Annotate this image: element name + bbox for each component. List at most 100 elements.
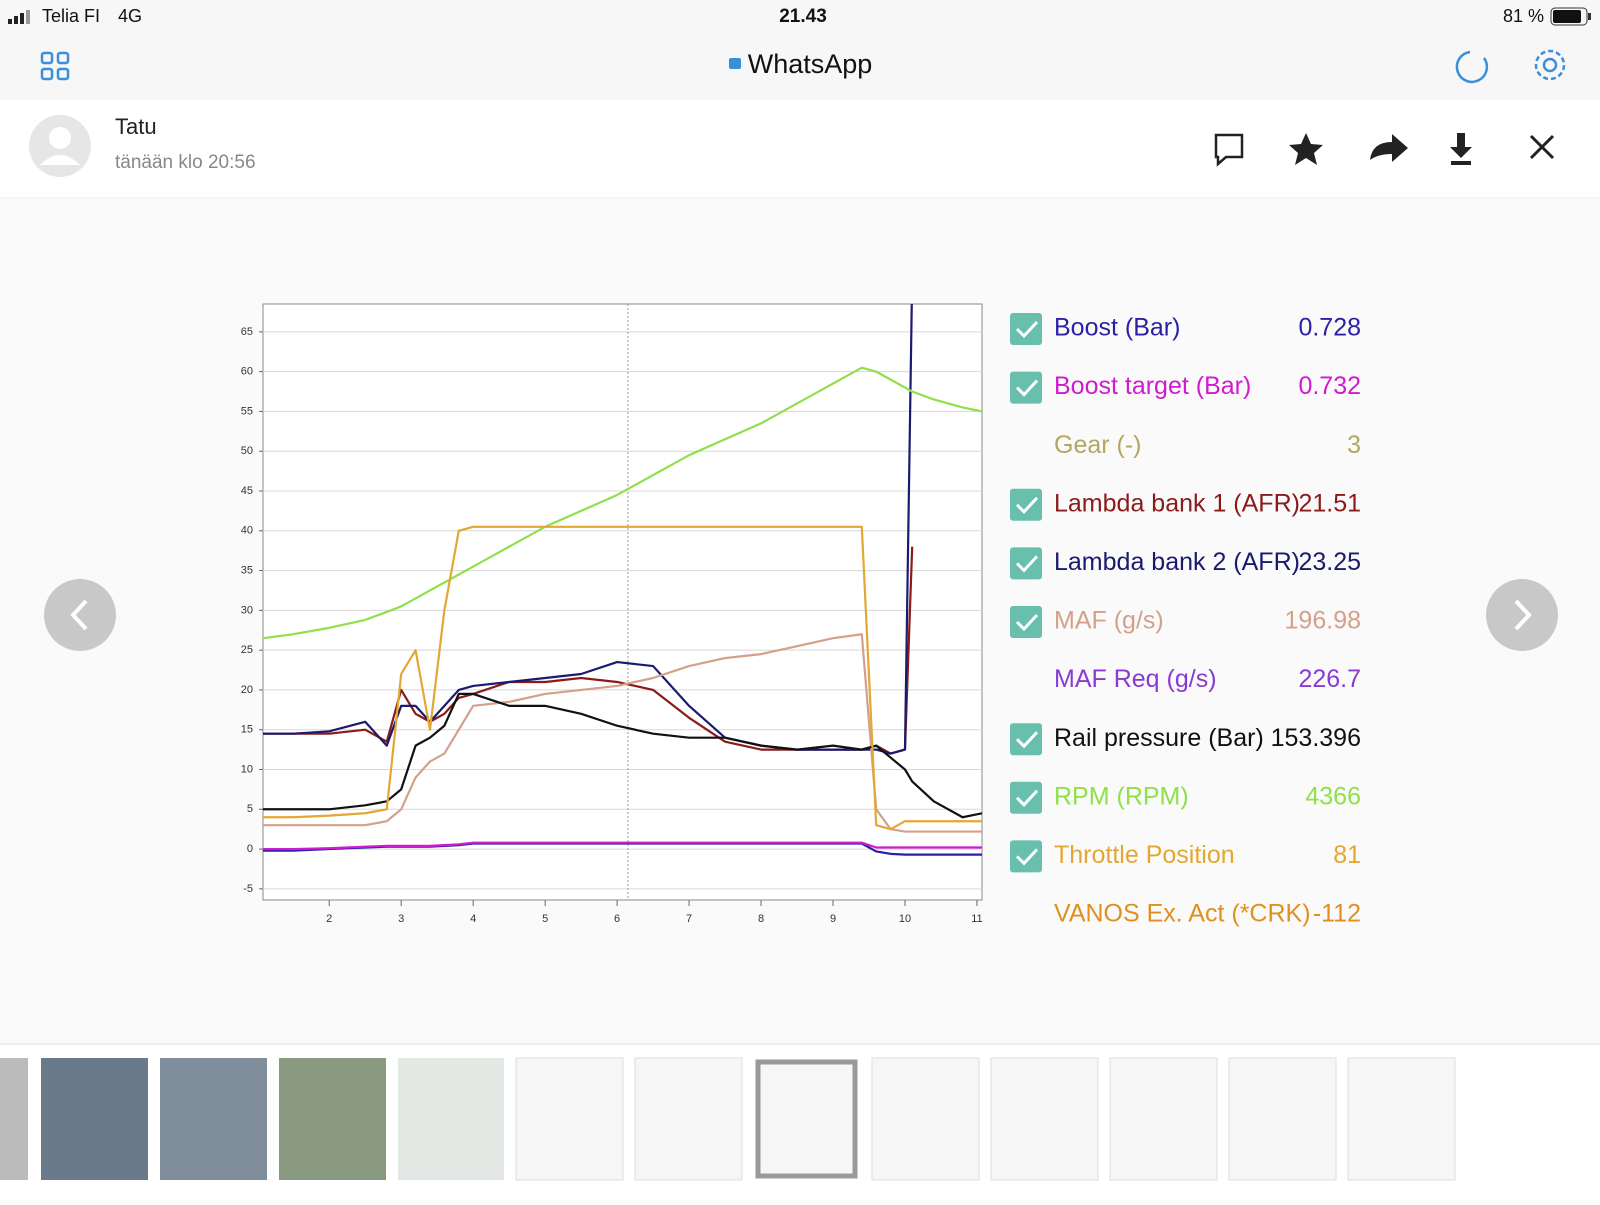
thumbnail[interactable] [279, 1058, 386, 1180]
plot-area [262, 303, 983, 901]
tabs-button[interactable] [40, 51, 70, 81]
forward-button[interactable] [1370, 134, 1408, 162]
y-tick-label: 15 [241, 724, 253, 736]
y-tick-label: -5 [243, 883, 253, 895]
thumbnail[interactable] [0, 1058, 28, 1180]
legend-label: Rail pressure (Bar) [1054, 724, 1264, 752]
checkbox-tick [1015, 848, 1039, 866]
checkbox-tick [1015, 789, 1039, 807]
legend-checkbox[interactable] [1010, 547, 1042, 580]
checkbox-box [1010, 840, 1042, 873]
thumbnail[interactable] [871, 1057, 980, 1181]
thumbnail[interactable] [515, 1057, 624, 1181]
x-tick-label: 8 [758, 913, 764, 925]
next-button[interactable] [1486, 579, 1558, 651]
legend-readout: 196.98 [1285, 607, 1361, 635]
thumbnail[interactable] [398, 1058, 504, 1180]
legend: Boost (Bar) 0.728 Boost target (Bar) 0.732 G… [1010, 313, 1361, 928]
thumbnail[interactable] [1109, 1057, 1218, 1181]
series-line [263, 692, 982, 819]
thumbnail[interactable] [160, 1058, 267, 1180]
legend-readout: 23.25 [1298, 548, 1361, 576]
thumbnail[interactable] [1347, 1057, 1456, 1181]
checkbox-box [1010, 781, 1042, 814]
x-tick-label: 6 [614, 913, 620, 925]
legend-checkbox[interactable] [1010, 723, 1042, 756]
download-button[interactable] [1450, 133, 1472, 165]
avatar-head [49, 127, 71, 149]
legend-label: RPM (RPM) [1054, 782, 1189, 810]
top-bar [0, 0, 1600, 100]
page-title: WhatsApp [748, 49, 873, 79]
y-tick-label: 30 [241, 604, 253, 616]
thumbnail[interactable] [990, 1057, 1099, 1181]
legend-readout: 3 [1347, 431, 1361, 459]
avatar-body [40, 155, 80, 165]
legend-label: Throttle Position [1054, 841, 1235, 869]
x-tick-label: 4 [470, 913, 476, 925]
legend-checkbox[interactable] [1010, 606, 1042, 638]
thumbnail[interactable] [41, 1058, 148, 1180]
series-line [263, 366, 982, 640]
checkbox-tick [1015, 613, 1039, 632]
x-tick-label: 10 [899, 913, 911, 925]
lock-icon [729, 58, 741, 69]
x-tick-label: 5 [542, 913, 548, 925]
legend-checkbox[interactable] [1010, 371, 1042, 404]
reload-button[interactable] [1455, 50, 1489, 84]
y-tick-label: 45 [241, 485, 253, 497]
legend-readout: 0.732 [1298, 372, 1361, 400]
legend-label: Lambda bank 2 (AFR) [1054, 548, 1300, 576]
y-tick-label: 40 [241, 525, 253, 537]
checkbox-tick [1015, 496, 1039, 514]
checkbox-tick [1015, 731, 1039, 749]
legend-label: MAF Req (g/s) [1054, 665, 1217, 693]
legend-readout: 4366 [1305, 782, 1361, 810]
legend-label: MAF (g/s) [1054, 607, 1164, 635]
settings-button[interactable] [1534, 49, 1566, 81]
star-button[interactable] [1289, 133, 1323, 165]
close-button[interactable] [1529, 134, 1555, 160]
battery-icon [1550, 7, 1591, 26]
thumbnail[interactable] [634, 1057, 743, 1181]
legend-readout: 153.396 [1271, 724, 1361, 752]
checkbox-box [1010, 723, 1042, 756]
series-line [263, 525, 982, 831]
checkbox-tick [1015, 379, 1039, 397]
prev-button[interactable] [44, 579, 116, 651]
network: 4G [118, 6, 142, 26]
y-tick-label: 5 [247, 803, 253, 815]
sender-name: Tatu [115, 114, 157, 139]
clock: 21.43 [779, 6, 827, 27]
y-tick-label: 65 [241, 326, 253, 338]
checkbox-box [1010, 313, 1042, 345]
legend-checkbox[interactable] [1010, 781, 1042, 814]
checkbox-box [1010, 371, 1042, 404]
signal-icon [8, 10, 30, 24]
x-tick-label: 7 [686, 913, 692, 925]
x-tick-label: 11 [971, 913, 982, 925]
legend-checkbox[interactable] [1010, 840, 1042, 873]
reply-button[interactable] [1214, 133, 1244, 167]
thumbnails [0, 1057, 1456, 1181]
thumbnail-selected[interactable] [755, 1059, 858, 1179]
y-tick-label: 50 [241, 445, 253, 457]
legend-checkbox[interactable] [1010, 488, 1042, 521]
y-tick-label: 25 [241, 644, 253, 656]
timestamp: tänään klo 20:56 [115, 152, 256, 173]
legend-label: Gear (-) [1054, 431, 1142, 459]
x-tick-label: 2 [326, 913, 332, 925]
y-tick-label: 35 [241, 564, 253, 576]
checkbox-tick [1015, 555, 1039, 573]
y-tick-label: 20 [241, 684, 253, 696]
y-tick-label: 60 [241, 366, 253, 378]
thumbnail[interactable] [1228, 1057, 1337, 1181]
legend-readout: 21.51 [1298, 489, 1361, 517]
x-tick-label: 3 [398, 913, 404, 925]
checkbox-tick [1015, 320, 1039, 339]
legend-checkbox[interactable] [1010, 313, 1042, 345]
legend-readout: 0.728 [1298, 314, 1361, 342]
